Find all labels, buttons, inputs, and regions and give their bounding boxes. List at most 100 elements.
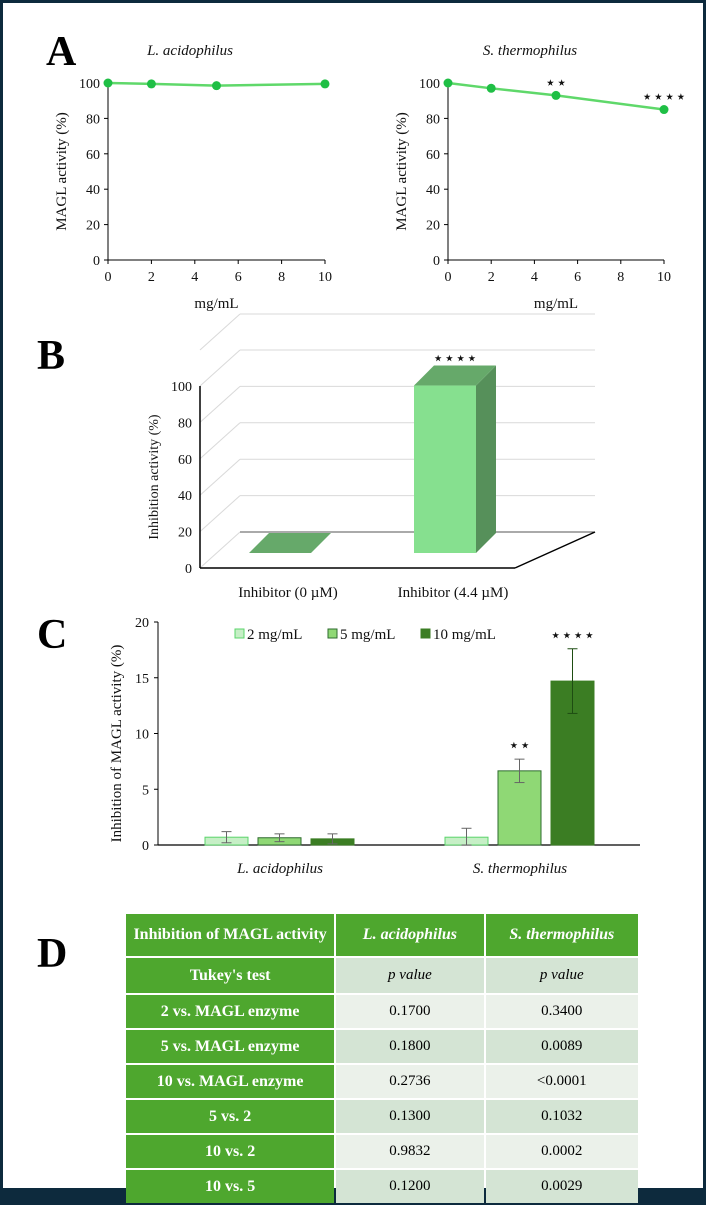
bar-top	[249, 533, 331, 553]
row-comparison: 5 vs. MAGL enzyme	[126, 1030, 335, 1063]
panel-label-b: B	[37, 333, 66, 379]
chart-title: L. acidophilus	[146, 43, 233, 59]
y-axis-label: Inhibition of MAGL activity (%)	[109, 645, 125, 843]
cell-p-value: 0.1200	[336, 1170, 484, 1203]
legend-swatch	[327, 628, 338, 639]
panel-label-d: D	[37, 931, 68, 977]
significance-marker: ⋆⋆⋆⋆	[641, 87, 686, 107]
side-gridline	[199, 349, 241, 387]
cell-p-value: 0.0029	[485, 1170, 638, 1203]
x-tick-label: 8	[617, 270, 624, 285]
chart-title: S. thermophilus	[483, 43, 577, 59]
legend-label: 5 mg/mL	[340, 627, 395, 643]
panel-label-a: A	[46, 29, 77, 75]
y-tick-label: 5	[142, 783, 149, 798]
subheader-test-name: Tukey's test	[126, 958, 335, 993]
x-tick-label: 0	[445, 270, 452, 285]
y-tick-label: 0	[433, 254, 440, 269]
y-tick-label: 80	[86, 112, 100, 127]
header-cell-l-acidophilus: L. acidophilus	[336, 914, 484, 956]
y-tick-label: 80	[426, 112, 440, 127]
y-axis-label: MAGL activity (%)	[54, 112, 70, 231]
data-point	[486, 83, 496, 93]
x-tick-label: Inhibitor (0 µM)	[238, 585, 337, 601]
cell-p-value: 0.1800	[336, 1030, 484, 1063]
cell-p-value: 0.2736	[336, 1065, 484, 1098]
subheader-p-value: p value	[485, 958, 638, 993]
side-gridline	[199, 458, 241, 496]
cell-p-value: 0.1700	[336, 995, 484, 1028]
subheader-p-value: p value	[336, 958, 484, 993]
data-point	[320, 79, 330, 89]
x-axis-label: mg/mL	[534, 296, 578, 312]
table-row: 2 vs. MAGL enzyme 0.1700 0.3400	[126, 995, 638, 1028]
y-tick-label: 20	[426, 219, 440, 234]
legend-label: 10 mg/mL	[433, 627, 496, 643]
row-comparison: 10 vs. MAGL enzyme	[126, 1065, 335, 1098]
table-header-row: Inhibition of MAGL activity L. acidophil…	[126, 914, 638, 956]
table-row: 10 vs. 2 0.9832 0.0002	[126, 1135, 638, 1168]
cell-p-value: 0.3400	[485, 995, 638, 1028]
row-comparison: 10 vs. 2	[126, 1135, 335, 1168]
y-tick-label: 60	[178, 453, 192, 468]
significance-marker: ⋆⋆⋆⋆	[432, 348, 477, 368]
y-tick-label: 40	[86, 183, 100, 198]
y-tick-label: 20	[178, 526, 192, 541]
y-tick-label: 0	[142, 839, 149, 854]
bar-front	[414, 385, 476, 553]
bar-side	[476, 365, 496, 553]
header-cell-s-thermophilus: S. thermophilus	[485, 914, 638, 956]
y-tick-label: 40	[426, 183, 440, 198]
row-comparison: 10 vs. 5	[126, 1170, 335, 1203]
header-cell-test: Inhibition of MAGL activity	[126, 914, 335, 956]
cell-p-value: 0.1300	[336, 1100, 484, 1133]
x-tick-label: 10	[318, 270, 332, 285]
y-tick-label: 0	[185, 562, 192, 577]
legend-swatch	[234, 628, 245, 639]
y-tick-label: 60	[426, 148, 440, 163]
cell-p-value: 0.0002	[485, 1135, 638, 1168]
panel-label-c: C	[37, 612, 68, 658]
y-tick-label: 20	[86, 219, 100, 234]
cell-p-value: 0.9832	[336, 1135, 484, 1168]
data-line	[107, 81, 326, 87]
y-tick-label: 100	[79, 77, 100, 92]
y-tick-label: 10	[135, 728, 149, 743]
table-row: 5 vs. MAGL enzyme 0.1800 0.0089	[126, 1030, 638, 1063]
y-tick-label: 100	[419, 77, 440, 92]
table-subheader-row: Tukey's test p value p value	[126, 958, 638, 993]
cell-p-value: 0.0089	[485, 1030, 638, 1063]
table-row: 5 vs. 2 0.1300 0.1032	[126, 1100, 638, 1133]
x-tick-label: 4	[191, 270, 198, 285]
x-tick-label: 10	[657, 270, 671, 285]
side-gridline	[199, 386, 241, 423]
y-axis-label: Inhibition activity (%)	[147, 414, 162, 540]
x-tick-label: 2	[488, 270, 495, 285]
y-tick-label: 40	[178, 489, 192, 504]
data-point	[659, 105, 669, 115]
x-tick-label: 8	[278, 270, 285, 285]
x-tick-label: 2	[148, 270, 155, 285]
floor-edge	[514, 531, 596, 569]
significance-marker: ⋆⋆⋆⋆	[550, 625, 595, 645]
p-value-table: Inhibition of MAGL activity L. acidophil…	[124, 912, 640, 1205]
data-point	[443, 78, 453, 88]
side-gridline	[199, 495, 241, 532]
x-axis-label: mg/mL	[194, 296, 238, 312]
legend-label: 2 mg/mL	[247, 627, 302, 643]
table-row: 10 vs. 5 0.1200 0.0029	[126, 1170, 638, 1203]
data-line	[447, 81, 665, 111]
category-label: S. thermophilus	[473, 861, 567, 877]
y-tick-label: 20	[135, 616, 149, 631]
y-tick-label: 80	[178, 416, 192, 431]
side-gridline	[199, 313, 241, 351]
data-point	[146, 79, 156, 89]
cell-p-value: 0.1032	[485, 1100, 638, 1133]
side-gridline	[199, 422, 241, 460]
x-tick-label: 6	[235, 270, 242, 285]
significance-marker: ⋆⋆	[545, 72, 568, 92]
category-label: L. acidophilus	[236, 861, 323, 877]
data-point	[551, 90, 561, 100]
y-tick-label: 100	[171, 380, 192, 395]
